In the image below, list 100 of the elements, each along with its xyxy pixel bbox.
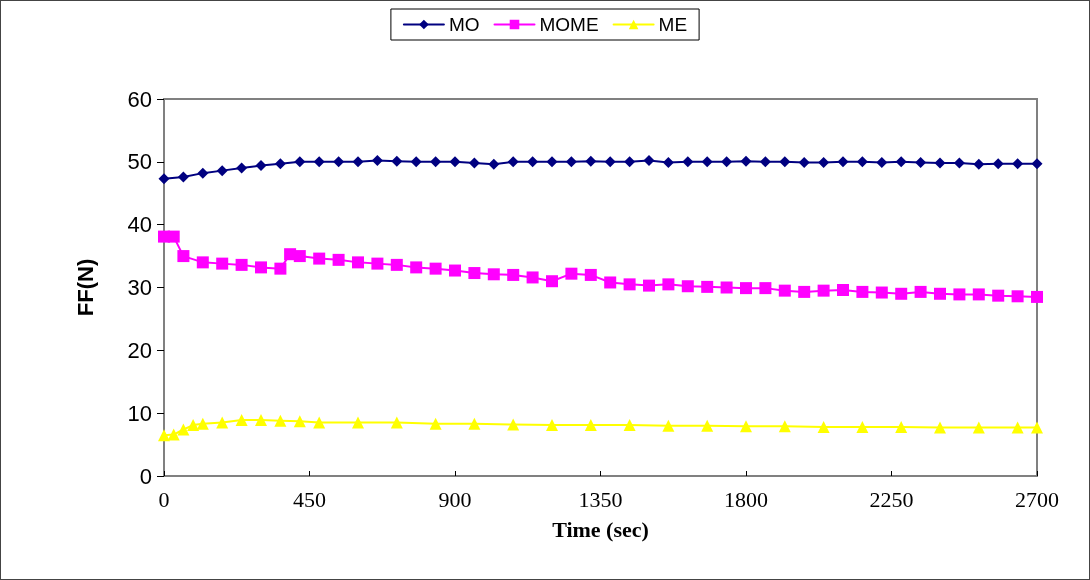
point [701,280,714,293]
x-tick-label: 900 [438,486,472,512]
point [449,264,461,277]
point [662,278,675,291]
x-tick-label: 1800 [724,486,768,512]
legend-label: MOME [539,14,599,35]
point [293,415,306,428]
y-tick-label: 40 [127,212,152,238]
point [604,276,617,289]
point [779,156,791,168]
point [313,156,325,168]
point [895,420,908,433]
point [274,262,287,275]
point [934,287,946,300]
y-tick-label: 50 [127,149,152,175]
point [624,156,636,168]
point [740,420,752,433]
point [973,158,985,170]
point [487,268,500,281]
point [187,419,200,432]
point [643,279,655,292]
point [623,419,636,432]
point [701,156,713,168]
point [565,267,578,280]
point [546,275,558,288]
point [875,286,888,299]
x-axis-title: Time (sec) [552,516,649,542]
point [623,278,636,291]
point [1011,421,1024,434]
point [798,156,810,168]
point [895,287,908,300]
point [468,157,480,169]
point [837,156,849,168]
point [177,250,190,263]
point [294,156,306,168]
y-tick-label: 30 [127,275,152,300]
point [371,257,384,270]
point [274,158,286,170]
point [681,280,694,293]
point [1031,421,1043,434]
point [837,284,849,297]
legend-label: MO [448,14,480,35]
point [721,156,733,168]
x-tick-label: 0 [158,486,170,512]
point [526,271,539,284]
point [167,428,180,441]
point [429,262,442,275]
point [255,160,267,172]
point [352,256,364,269]
point [235,258,248,271]
point [585,155,597,167]
point [196,256,209,269]
point [236,162,248,174]
point [817,284,830,297]
point [584,419,597,432]
point [468,417,481,430]
point [798,285,811,298]
point [895,156,907,168]
point [817,420,830,433]
point [953,288,966,301]
point [992,289,1005,302]
point [235,414,248,427]
point [158,429,170,442]
x-tick-label: 1350 [578,486,623,512]
point [934,157,946,169]
point [429,417,442,430]
point [410,261,423,274]
point [177,171,189,183]
point [313,252,326,265]
point [332,253,345,266]
point [856,420,869,433]
point [1011,290,1024,303]
point [682,156,694,168]
point [604,156,616,168]
point [352,416,364,429]
point [177,423,190,436]
x-tick-label: 2250 [869,486,914,512]
point [701,419,714,432]
point [255,261,267,274]
point [643,155,655,167]
point [449,156,461,168]
point [1012,158,1024,170]
point [527,156,539,168]
point [740,155,752,167]
point [488,158,500,170]
point [507,418,520,431]
point [216,416,229,429]
point [313,416,326,429]
x-tick-label: 2700 [1015,486,1059,512]
point [720,281,733,294]
point [333,156,345,168]
point [818,156,830,168]
point [546,156,558,168]
point [410,156,422,168]
point [158,173,170,185]
point [972,421,985,434]
point [584,268,597,281]
point [352,156,364,168]
y-tick-label: 0 [139,463,152,489]
point [197,167,209,179]
